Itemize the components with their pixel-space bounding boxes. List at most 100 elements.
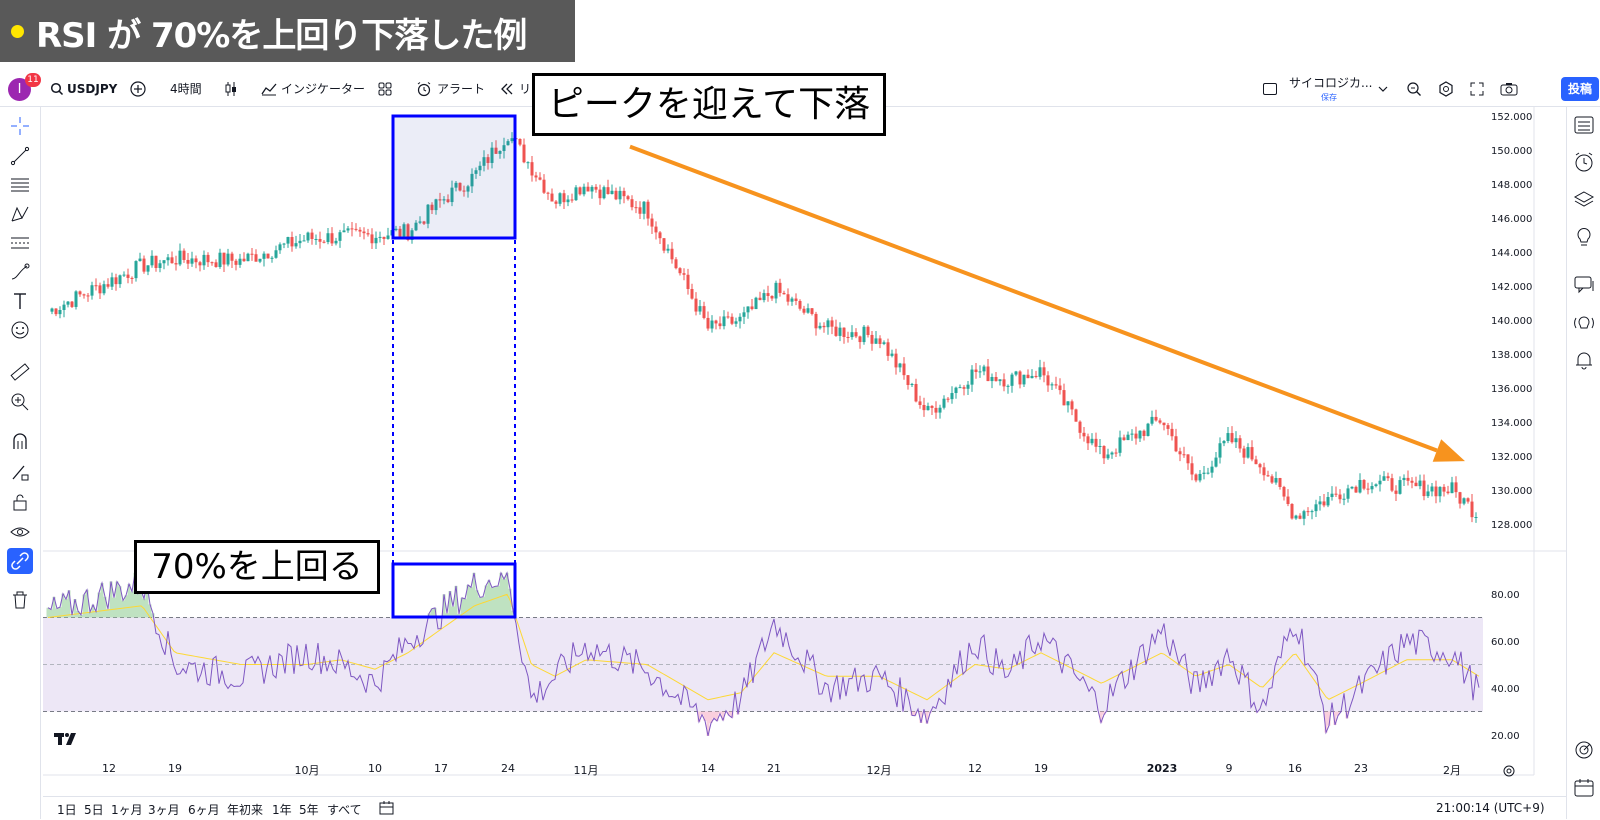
range-5y[interactable]: 5年 bbox=[299, 803, 319, 817]
candle-body bbox=[558, 193, 562, 204]
candle-body bbox=[422, 221, 426, 224]
candle-body bbox=[198, 262, 202, 266]
layers-icon[interactable] bbox=[1573, 189, 1595, 211]
candle-body bbox=[1074, 409, 1078, 422]
candle-body bbox=[1226, 433, 1230, 442]
trend-line-icon[interactable] bbox=[9, 145, 31, 167]
candle-body bbox=[58, 309, 62, 315]
chat-icon[interactable] bbox=[1573, 274, 1595, 296]
quick-search-icon[interactable] bbox=[1406, 72, 1422, 106]
fullscreen-icon[interactable] bbox=[1470, 72, 1484, 106]
horizontal-lines-icon[interactable] bbox=[9, 174, 31, 196]
lock-icon[interactable] bbox=[9, 491, 31, 513]
date-range-icon[interactable] bbox=[378, 800, 396, 816]
candle-body bbox=[1362, 479, 1366, 489]
candle-body bbox=[638, 207, 642, 214]
search-icon[interactable] bbox=[50, 72, 64, 106]
replay-button[interactable]: リ bbox=[519, 82, 532, 96]
link-button[interactable] bbox=[7, 548, 33, 574]
range-5d[interactable]: 5日 bbox=[84, 803, 104, 817]
eye-icon[interactable] bbox=[9, 521, 31, 543]
candle-body bbox=[306, 232, 310, 241]
title-banner: RSI が 70%を上回り下落した例 bbox=[0, 0, 575, 62]
streams-icon[interactable] bbox=[1573, 312, 1595, 334]
range-1d[interactable]: 1日 bbox=[57, 803, 77, 817]
time-tick-label: 23 bbox=[1354, 762, 1368, 775]
pencil-lock-icon[interactable] bbox=[9, 461, 31, 483]
candle-body bbox=[958, 387, 962, 389]
range-1y[interactable]: 1年 bbox=[272, 803, 292, 817]
calendar-icon[interactable] bbox=[1573, 777, 1595, 799]
candle-body bbox=[518, 139, 522, 145]
brush-icon[interactable] bbox=[9, 261, 31, 283]
crosshair-icon[interactable] bbox=[9, 115, 31, 137]
candle-body bbox=[1426, 491, 1430, 497]
candle-body bbox=[510, 138, 514, 142]
alarm-clock-icon[interactable] bbox=[1573, 151, 1595, 173]
candle-body bbox=[870, 334, 874, 344]
layouts-icon[interactable] bbox=[378, 72, 392, 106]
candle-body bbox=[1190, 463, 1194, 475]
range-3m[interactable]: 3ヶ月 bbox=[148, 803, 180, 817]
candle-body bbox=[550, 193, 554, 202]
candle-body bbox=[82, 294, 86, 296]
indicators-button[interactable]: インジケーター bbox=[281, 82, 366, 96]
time-tick-label: 21 bbox=[767, 762, 781, 775]
candle-body bbox=[746, 306, 750, 313]
candle-body bbox=[346, 228, 350, 231]
candles-icon[interactable] bbox=[224, 72, 238, 106]
magnet-icon[interactable] bbox=[9, 431, 31, 453]
range-6m[interactable]: 6ヶ月 bbox=[188, 803, 220, 817]
range-all[interactable]: すべて bbox=[327, 803, 362, 817]
interval-button[interactable]: 4時間 bbox=[170, 82, 202, 96]
watchlist-icon[interactable] bbox=[1573, 114, 1595, 136]
candle-body bbox=[1162, 422, 1166, 426]
candle-body bbox=[210, 262, 214, 264]
layout-square-icon[interactable] bbox=[1262, 72, 1278, 106]
candle-body bbox=[922, 404, 926, 411]
candle-body bbox=[1302, 511, 1306, 519]
candle-body bbox=[1166, 425, 1170, 429]
replay-icon[interactable] bbox=[500, 72, 514, 106]
zoom-in-icon[interactable] bbox=[9, 391, 31, 413]
range-ytd[interactable]: 年初来 bbox=[227, 803, 264, 817]
candle-body bbox=[562, 193, 566, 203]
emoji-icon[interactable] bbox=[9, 319, 31, 341]
candle-body bbox=[938, 407, 942, 413]
trash-icon[interactable] bbox=[9, 589, 31, 611]
notifications-bell-icon[interactable] bbox=[1573, 349, 1595, 371]
fib-icon[interactable] bbox=[9, 232, 31, 254]
candle-body bbox=[1098, 445, 1102, 447]
time-axis[interactable]: 12 19 10月 10 17 24 11月 14 21 12月 12 19 2023 9 16 23 2月 bbox=[43, 762, 1523, 795]
pattern-icon[interactable] bbox=[9, 203, 31, 225]
text-tool-icon[interactable] bbox=[9, 290, 31, 312]
candle-body bbox=[774, 282, 778, 299]
candle-body bbox=[254, 254, 258, 262]
range-1m[interactable]: 1ヶ月 bbox=[111, 803, 143, 817]
settings-gear-icon[interactable] bbox=[1438, 72, 1454, 106]
chevron-down-icon[interactable] bbox=[1378, 72, 1388, 106]
ruler-icon[interactable] bbox=[9, 361, 31, 383]
price-chart[interactable]: 152.000 150.000 148.000 146.000 144.000 142.0… bbox=[0, 0, 1566, 819]
candle-body bbox=[690, 289, 694, 299]
post-button[interactable]: 投稿 bbox=[1561, 77, 1599, 101]
time-tick-label: 17 bbox=[434, 762, 448, 775]
idea-bulb-icon[interactable] bbox=[1573, 226, 1595, 248]
candle-body bbox=[142, 258, 146, 272]
candle-body bbox=[970, 369, 974, 385]
candle-body bbox=[906, 375, 910, 385]
indicators-icon[interactable] bbox=[261, 72, 277, 106]
price-tick-label: 148.000 bbox=[1491, 180, 1532, 191]
hotlist-icon[interactable] bbox=[1573, 739, 1595, 761]
candle-body bbox=[266, 253, 270, 259]
add-symbol-icon[interactable] bbox=[130, 72, 146, 106]
candle-body bbox=[734, 321, 738, 324]
rsi-tick-label: 20.00 bbox=[1491, 731, 1520, 742]
candle-body bbox=[926, 405, 930, 411]
alarm-icon[interactable] bbox=[416, 72, 432, 106]
alert-button[interactable]: アラート bbox=[437, 82, 486, 96]
camera-icon[interactable] bbox=[1500, 72, 1518, 106]
symbol-search[interactable]: USDJPY bbox=[67, 82, 118, 96]
layout-name[interactable]: サイコロジカ... bbox=[1289, 76, 1373, 90]
axis-settings-icon[interactable] bbox=[1502, 764, 1516, 778]
